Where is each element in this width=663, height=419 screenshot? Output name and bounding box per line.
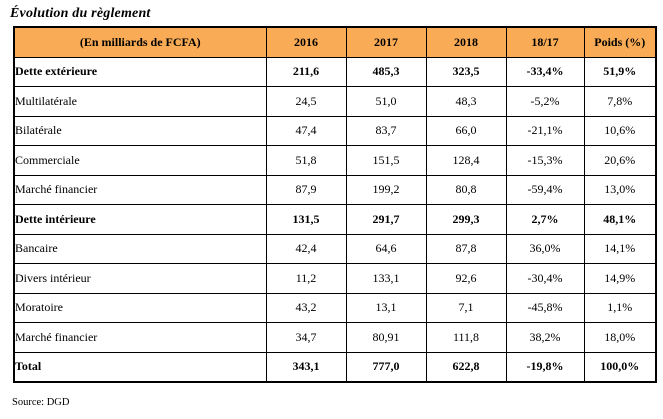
row-label-cell: Bancaire — [13, 233, 267, 264]
value-cell: 43,2 — [265, 292, 347, 323]
value-cell: 20,6% — [583, 145, 657, 176]
value-cell: 111,8 — [425, 322, 507, 353]
table-row: Marché financier 87,9 199,2 80,8 -59,4% 13,0% — [13, 174, 657, 205]
value-cell: -45,8% — [505, 292, 585, 323]
column-header-18-17: 18/17 — [505, 26, 585, 58]
table-body: Dette extérieure 211,6 485,3 323,5 -33,4% 51,… — [13, 56, 657, 383]
value-cell: 51,0 — [345, 86, 427, 117]
value-cell: 485,3 — [345, 56, 427, 87]
value-cell: 87,9 — [265, 174, 347, 205]
row-label-cell: Divers intérieur — [13, 263, 267, 294]
value-cell: 13,0% — [583, 174, 657, 205]
value-cell: 131,5 — [265, 204, 347, 235]
column-header-2017: 2017 — [345, 26, 427, 58]
table-row: Multilatérale 24,5 51,0 48,3 -5,2% 7,8% — [13, 86, 657, 117]
value-cell: -33,4% — [505, 56, 585, 87]
value-cell: 51,8 — [265, 145, 347, 176]
column-header-unit: (En milliards de FCFA) — [13, 26, 267, 58]
value-cell: 13,1 — [345, 292, 427, 323]
value-cell: 1,1% — [583, 292, 657, 323]
value-cell: 48,3 — [425, 86, 507, 117]
value-cell: 777,0 — [345, 351, 427, 383]
row-label-cell: Marché financier — [13, 174, 267, 205]
row-label-cell: Marché financier — [13, 322, 267, 353]
table-row: Dette extérieure 211,6 485,3 323,5 -33,4% 51,… — [13, 56, 657, 87]
value-cell: 80,91 — [345, 322, 427, 353]
value-cell: 7,8% — [583, 86, 657, 117]
column-header-2018: 2018 — [425, 26, 507, 58]
value-cell: 299,3 — [425, 204, 507, 235]
value-cell: 48,1% — [583, 204, 657, 235]
row-label-cell: Dette extérieure — [13, 56, 267, 87]
table-row: Divers intérieur 11,2 133,1 92,6 -30,4% 14,9% — [13, 263, 657, 294]
value-cell: 100,0% — [583, 351, 657, 383]
value-cell: 34,7 — [265, 322, 347, 353]
value-cell: 128,4 — [425, 145, 507, 176]
value-cell: 14,9% — [583, 263, 657, 294]
value-cell: 10,6% — [583, 115, 657, 146]
value-cell: 38,2% — [505, 322, 585, 353]
row-label-cell: Commerciale — [13, 145, 267, 176]
table-row: Bilatérale 47,4 83,7 66,0 -21,1% 10,6% — [13, 115, 657, 146]
value-cell: 211,6 — [265, 56, 347, 87]
reglement-table: (En milliards de FCFA) 2016 2017 2018 18… — [13, 26, 657, 383]
value-cell: 92,6 — [425, 263, 507, 294]
row-label-cell: Bilatérale — [13, 115, 267, 146]
table-row: Moratoire 43,2 13,1 7,1 -45,8% 1,1% — [13, 292, 657, 323]
value-cell: 83,7 — [345, 115, 427, 146]
value-cell: 87,8 — [425, 233, 507, 264]
source-note: Source: DGD — [12, 397, 70, 408]
table-row: Commerciale 51,8 151,5 128,4 -15,3% 20,6% — [13, 145, 657, 176]
value-cell: 36,0% — [505, 233, 585, 264]
value-cell: 343,1 — [265, 351, 347, 383]
value-cell: 151,5 — [345, 145, 427, 176]
value-cell: -30,4% — [505, 263, 585, 294]
row-label-cell: Moratoire — [13, 292, 267, 323]
page-title: Évolution du règlement — [10, 6, 151, 21]
value-cell: 24,5 — [265, 86, 347, 117]
value-cell: 64,6 — [345, 233, 427, 264]
value-cell: 291,7 — [345, 204, 427, 235]
value-cell: 14,1% — [583, 233, 657, 264]
value-cell: 51,9% — [583, 56, 657, 87]
value-cell: 133,1 — [345, 263, 427, 294]
column-header-poids: Poids (%) — [583, 26, 657, 58]
value-cell: 66,0 — [425, 115, 507, 146]
value-cell: 80,8 — [425, 174, 507, 205]
row-label-cell: Dette intérieure — [13, 204, 267, 235]
value-cell: 18,0% — [583, 322, 657, 353]
table-row: Marché financier 34,7 80,91 111,8 38,2% 18,0% — [13, 322, 657, 353]
value-cell: 42,4 — [265, 233, 347, 264]
value-cell: 622,8 — [425, 351, 507, 383]
row-label-cell: Total — [13, 351, 267, 383]
row-label-cell: Multilatérale — [13, 86, 267, 117]
value-cell: 47,4 — [265, 115, 347, 146]
table-row: Dette intérieure 131,5 291,7 299,3 2,7% 48,1% — [13, 204, 657, 235]
value-cell: 2,7% — [505, 204, 585, 235]
value-cell: -59,4% — [505, 174, 585, 205]
value-cell: -21,1% — [505, 115, 585, 146]
value-cell: 199,2 — [345, 174, 427, 205]
value-cell: -19,8% — [505, 351, 585, 383]
table-row: Total 343,1 777,0 622,8 -19,8% 100,0% — [13, 351, 657, 383]
table-row: Bancaire 42,4 64,6 87,8 36,0% 14,1% — [13, 233, 657, 264]
value-cell: 7,1 — [425, 292, 507, 323]
value-cell: 11,2 — [265, 263, 347, 294]
table-header-row: (En milliards de FCFA) 2016 2017 2018 18… — [13, 26, 657, 58]
value-cell: 323,5 — [425, 56, 507, 87]
value-cell: -15,3% — [505, 145, 585, 176]
value-cell: -5,2% — [505, 86, 585, 117]
column-header-2016: 2016 — [265, 26, 347, 58]
